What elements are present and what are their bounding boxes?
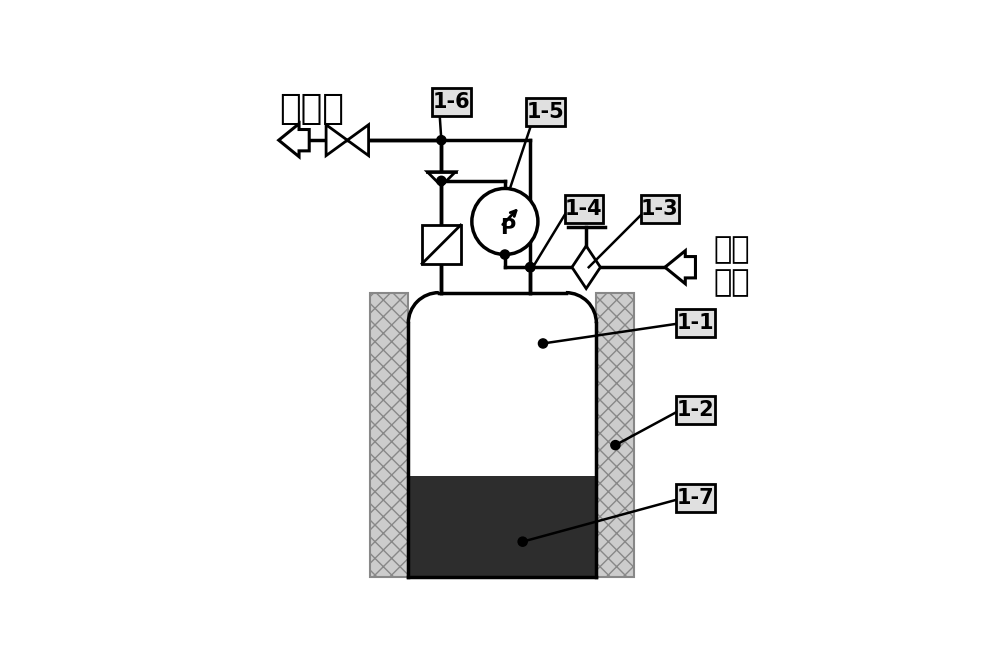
Text: 鼓泡池: 鼓泡池 (279, 92, 344, 126)
Bar (410, 476, 595, 576)
Text: 1-1: 1-1 (677, 313, 714, 333)
Circle shape (611, 440, 620, 449)
Text: 1-7: 1-7 (677, 488, 714, 508)
Circle shape (437, 176, 446, 185)
Polygon shape (427, 172, 456, 186)
FancyBboxPatch shape (676, 395, 715, 424)
Text: P: P (500, 218, 515, 238)
Text: 1-6: 1-6 (433, 92, 470, 112)
Circle shape (472, 189, 538, 255)
FancyBboxPatch shape (641, 195, 679, 223)
Circle shape (518, 537, 527, 546)
Text: 高压: 高压 (713, 235, 750, 264)
Bar (422, 225, 461, 264)
Text: 1-5: 1-5 (527, 102, 564, 122)
FancyArrow shape (665, 251, 695, 284)
FancyBboxPatch shape (526, 98, 565, 126)
FancyBboxPatch shape (676, 309, 715, 337)
Polygon shape (347, 125, 369, 156)
Polygon shape (326, 125, 347, 156)
FancyBboxPatch shape (565, 195, 603, 223)
FancyBboxPatch shape (676, 484, 715, 512)
Circle shape (437, 135, 446, 145)
Bar (370, 292, 408, 578)
Circle shape (538, 339, 548, 348)
Text: 气源: 气源 (713, 268, 750, 297)
Text: 1-4: 1-4 (565, 199, 602, 219)
Text: 1-2: 1-2 (677, 399, 714, 420)
Circle shape (526, 263, 535, 272)
Circle shape (500, 250, 509, 259)
Polygon shape (572, 246, 600, 288)
FancyBboxPatch shape (432, 88, 471, 116)
Circle shape (526, 263, 535, 272)
FancyBboxPatch shape (408, 292, 596, 578)
FancyArrow shape (279, 123, 309, 156)
Bar (596, 292, 634, 578)
Text: 1-3: 1-3 (641, 199, 679, 219)
